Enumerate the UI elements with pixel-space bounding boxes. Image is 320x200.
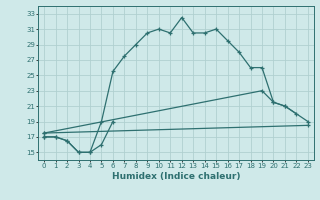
X-axis label: Humidex (Indice chaleur): Humidex (Indice chaleur) — [112, 172, 240, 181]
